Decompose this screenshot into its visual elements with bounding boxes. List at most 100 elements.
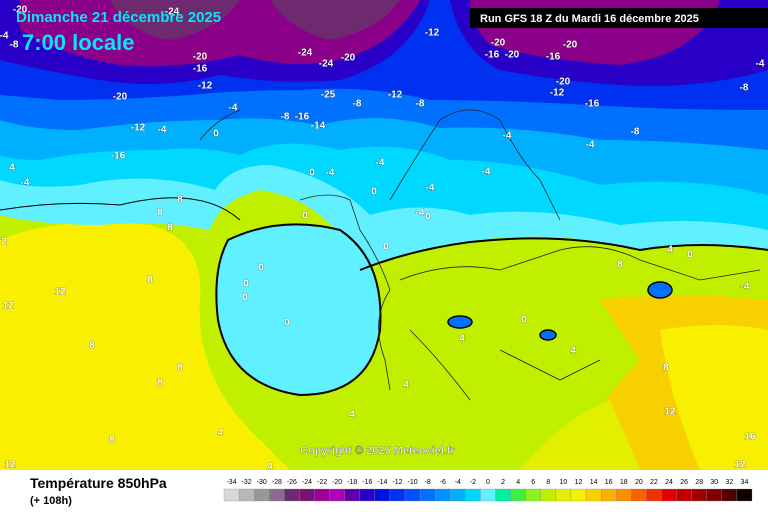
scale-label: 2 bbox=[501, 479, 505, 486]
contour-label: -20 bbox=[491, 38, 506, 49]
contour-label: -8 bbox=[416, 99, 425, 110]
scale-swatch bbox=[706, 488, 722, 502]
scale-label: 10 bbox=[560, 479, 568, 486]
scale-swatch bbox=[223, 488, 240, 502]
contour-label: 0 bbox=[284, 318, 290, 329]
contour-label: 12 bbox=[734, 460, 746, 471]
contour-label: -16 bbox=[111, 151, 126, 162]
scale-label: 24 bbox=[665, 479, 673, 486]
scale-swatch bbox=[359, 488, 376, 502]
contour-label: -4 bbox=[0, 31, 9, 42]
scale-swatch bbox=[570, 488, 587, 502]
scale-swatch bbox=[284, 488, 300, 502]
contour-label: 8 bbox=[157, 378, 163, 389]
contour-label: 4 bbox=[403, 380, 409, 391]
scale-label: 32 bbox=[725, 479, 733, 486]
scale-swatch bbox=[495, 488, 511, 502]
contour-label: -16 bbox=[585, 99, 600, 110]
contour-label: 0 bbox=[302, 211, 308, 222]
scale-swatch bbox=[525, 488, 541, 502]
scale-label: -6 bbox=[440, 479, 446, 486]
scale-swatch bbox=[676, 488, 692, 502]
contour-label: -20 bbox=[193, 52, 208, 63]
scale-label: -10 bbox=[408, 479, 418, 486]
scale-label: 34 bbox=[741, 479, 749, 486]
contour-label: -4 bbox=[229, 103, 238, 114]
scale-label: -16 bbox=[362, 479, 372, 486]
contour-label: -25 bbox=[321, 90, 336, 101]
contour-label: -8 bbox=[10, 40, 19, 51]
scale-swatch bbox=[329, 488, 345, 502]
contour-label: 8 bbox=[157, 208, 163, 219]
contour-label: 12 bbox=[4, 460, 16, 471]
contour-label: -4 bbox=[426, 183, 435, 194]
contour-label: -20 bbox=[563, 40, 578, 51]
contour-label: 4 bbox=[9, 163, 15, 174]
contour-label: -8 bbox=[631, 127, 640, 138]
contour-label: 0 bbox=[309, 168, 315, 179]
scale-label: 0 bbox=[486, 479, 490, 486]
scale-swatch bbox=[736, 488, 753, 502]
scale-label: -2 bbox=[470, 479, 476, 486]
scale-swatch bbox=[404, 488, 421, 502]
contour-label: 0 bbox=[243, 279, 249, 290]
contour-label: 2 bbox=[1, 237, 7, 248]
scale-label: 22 bbox=[650, 479, 658, 486]
legend-title: Température 850hPa bbox=[30, 475, 167, 491]
contour-labels: -20 -24-4-8-20-16-20-12-12 -4-16-40-24-24-… bbox=[0, 4, 765, 473]
contour-label: -24 bbox=[319, 59, 334, 70]
contour-label: 8 bbox=[147, 275, 153, 286]
temperature-field bbox=[0, 0, 768, 470]
contour-label: -4 bbox=[741, 282, 750, 293]
contour-label: 8 bbox=[177, 195, 183, 206]
contour-label: -16 bbox=[193, 64, 208, 75]
contour-label: 12 bbox=[54, 287, 66, 298]
scale-label: 18 bbox=[620, 479, 628, 486]
copyright: Copyright © 2025 Meteociel.fr bbox=[300, 445, 456, 457]
contour-label: 12 bbox=[664, 407, 676, 418]
scale-swatch bbox=[238, 488, 255, 502]
scale-label: -18 bbox=[347, 479, 357, 486]
scale-label: -26 bbox=[287, 479, 297, 486]
contour-label: -4 bbox=[586, 140, 595, 151]
contour-label: -14 bbox=[311, 121, 326, 132]
scale-label: -24 bbox=[302, 479, 312, 486]
contour-label: 4 bbox=[570, 346, 576, 357]
run-info: Run GFS 18 Z du Mardi 16 décembre 2025 bbox=[480, 13, 699, 25]
contour-label: 0 bbox=[242, 293, 248, 304]
scale-label: -14 bbox=[377, 479, 387, 486]
scale-swatch bbox=[616, 488, 632, 502]
contour-label: 0 bbox=[213, 129, 219, 140]
contour-label: -12 bbox=[131, 123, 146, 134]
scale-label: 12 bbox=[575, 479, 583, 486]
scale-label: 8 bbox=[546, 479, 550, 486]
scale-swatch bbox=[435, 488, 451, 502]
contour-label: 0 bbox=[383, 242, 389, 253]
contour-label: -20 bbox=[505, 50, 520, 61]
contour-label: 8 bbox=[663, 363, 669, 374]
scale-swatch bbox=[555, 488, 572, 502]
scale-swatch bbox=[510, 488, 526, 502]
contour-label: -4 bbox=[21, 178, 30, 189]
scale-label: -20 bbox=[332, 479, 342, 486]
scale-label: -4 bbox=[455, 479, 461, 486]
contour-label: 0 bbox=[425, 212, 431, 223]
contour-label: -4 bbox=[158, 125, 167, 136]
contour-label: -24 bbox=[298, 48, 313, 59]
scale-swatch bbox=[585, 488, 602, 502]
contour-label: -4 bbox=[416, 208, 425, 219]
contour-label: 0 bbox=[371, 187, 377, 198]
scale-swatch bbox=[314, 488, 330, 502]
scale-swatch bbox=[344, 488, 360, 502]
contour-label: 4 bbox=[349, 410, 355, 421]
contour-label: 16 bbox=[744, 432, 756, 443]
scale-swatch bbox=[254, 488, 270, 502]
contour-label: 8 bbox=[177, 363, 183, 374]
contour-label: -8 bbox=[353, 99, 362, 110]
contour-label: 8 bbox=[617, 260, 623, 271]
scale-label: 28 bbox=[695, 479, 703, 486]
contour-label: 0 bbox=[521, 315, 527, 326]
scale-swatch bbox=[480, 488, 496, 502]
forecast-time: 7:00 locale bbox=[22, 30, 135, 55]
legend-lead: (+ 108h) bbox=[30, 495, 72, 507]
